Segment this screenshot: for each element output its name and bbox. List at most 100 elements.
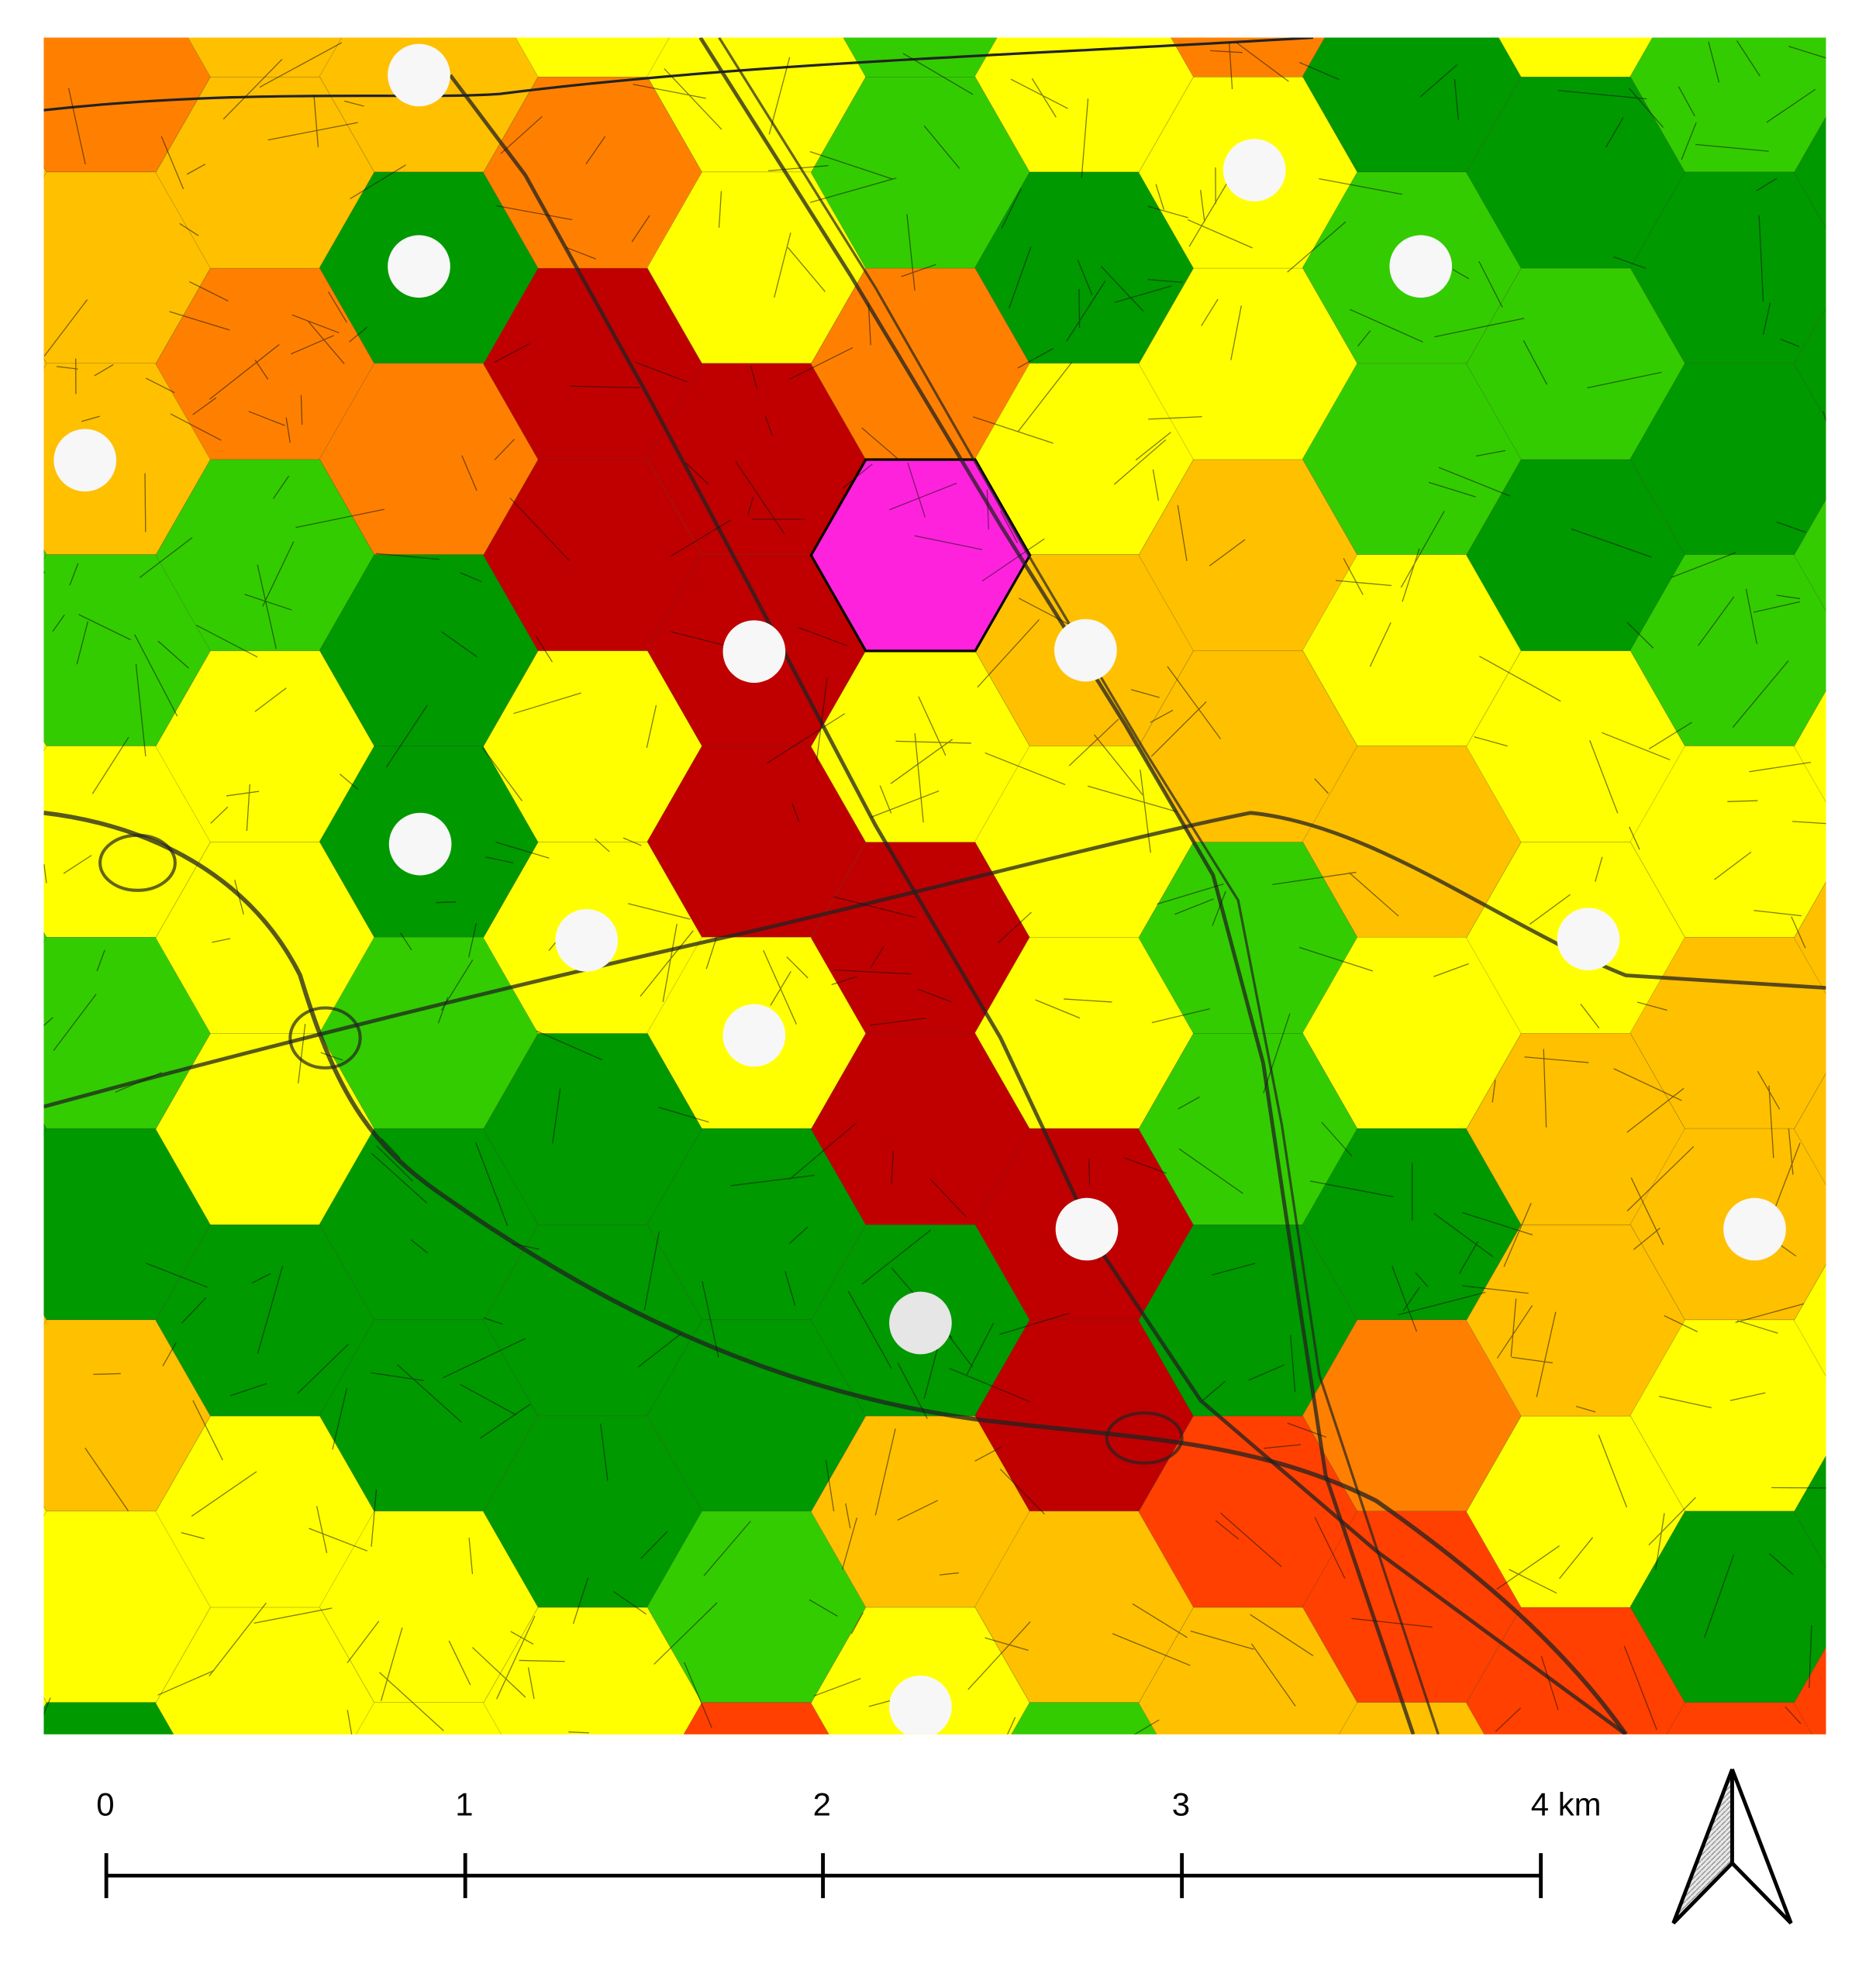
station-dot [1723,1197,1786,1261]
street [1150,709,1174,723]
street [1113,439,1167,485]
hex-cell [43,1697,47,1710]
street [1623,1645,1657,1731]
street [485,856,514,863]
street [56,366,78,370]
street [381,1138,401,1159]
street [81,415,100,422]
street [1428,481,1476,498]
street [1791,916,1806,949]
street [253,1607,333,1624]
street [986,489,989,530]
street [436,901,456,904]
street [1066,281,1106,342]
street [788,1226,809,1245]
street [1809,1625,1812,1689]
street [1147,278,1183,283]
street [1078,288,1081,329]
street [1792,821,1826,825]
street [1100,266,1144,312]
street [1298,946,1374,972]
street [897,1362,928,1419]
street [468,1538,474,1575]
street [257,564,277,649]
street [1263,1444,1302,1449]
street [833,896,916,918]
street [1681,122,1697,160]
scale-label: 1 [455,1786,473,1823]
street [1749,761,1812,773]
street [1587,371,1662,389]
road [43,37,1314,112]
street [1010,78,1068,109]
street [1148,415,1202,420]
street [1152,469,1160,501]
station-dot [1557,908,1620,971]
street [460,1383,517,1416]
street [1633,1228,1660,1250]
street [702,1281,719,1358]
street [1287,221,1347,273]
street [662,923,678,1002]
street [1088,1159,1091,1185]
street [1735,1303,1805,1323]
street [273,475,290,499]
street [144,473,147,532]
north-arrow-left [1671,1769,1734,1925]
street [1133,1719,1160,1734]
street [843,463,873,489]
street [234,880,244,915]
street [483,1317,503,1325]
street [536,1030,603,1061]
street [189,281,229,302]
hex-cell [1338,1702,1485,1734]
street [750,365,758,389]
street [1357,330,1371,347]
street [570,385,640,388]
street [1776,522,1806,533]
street [785,1271,796,1306]
street [84,1447,129,1511]
station-dot [889,1291,952,1355]
street [181,1297,207,1324]
street [1636,1001,1667,1011]
hex-cell [43,167,47,179]
street [1613,1068,1682,1101]
roads [43,37,1826,1734]
street [974,1446,1002,1462]
street [685,462,709,485]
street [999,1312,1070,1335]
street [350,164,406,200]
street [481,747,523,801]
street [1400,511,1445,588]
street [653,1602,718,1665]
street [1626,622,1654,649]
street [1714,851,1752,880]
station-dot [722,1004,786,1067]
street [1575,1405,1596,1413]
street [1314,778,1329,794]
hex-cell [0,0,47,77]
street [945,1331,974,1368]
street [1391,1266,1418,1332]
street [468,923,478,958]
street [1479,656,1561,702]
street [347,1621,380,1664]
hex-cell [43,1314,47,1327]
hex-cell [43,932,47,944]
hex-grid [0,0,1826,1734]
street [565,246,596,260]
street [1678,86,1695,117]
station-dot [1223,139,1286,202]
hex-cell [1011,1702,1158,1734]
street [1398,1291,1486,1316]
street [375,553,440,560]
hex-cell [1793,1455,1826,1569]
street [1664,1315,1698,1332]
street [594,838,610,853]
street [1695,143,1769,152]
street [1132,1603,1188,1638]
street [1602,732,1671,760]
street [879,785,892,814]
